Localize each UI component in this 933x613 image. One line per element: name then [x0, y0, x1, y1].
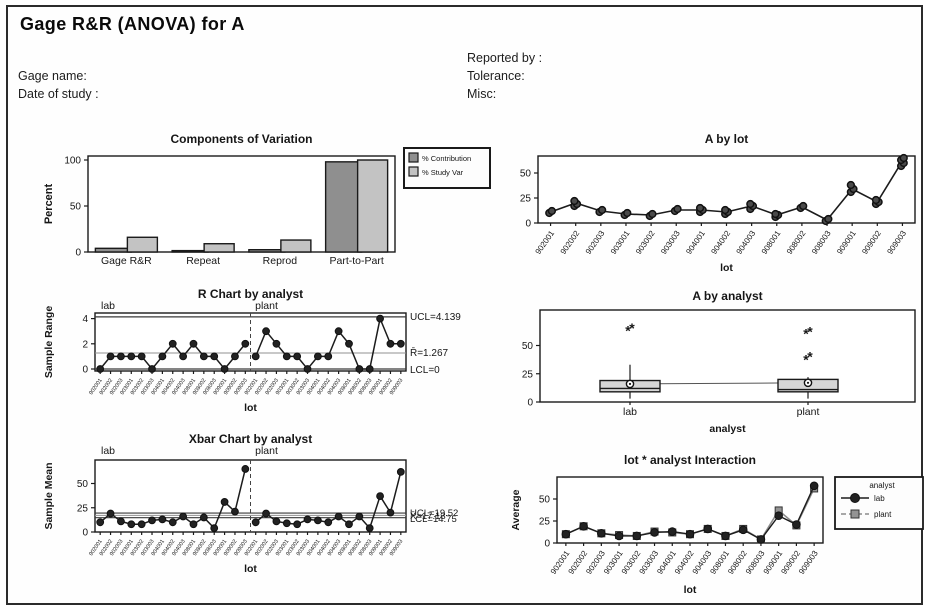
- svg-text:analyst: analyst: [709, 423, 746, 435]
- svg-text:50: 50: [77, 479, 89, 490]
- svg-text:lot * analyst Interaction: lot * analyst Interaction: [624, 453, 756, 467]
- svg-text:Sample Range: Sample Range: [43, 306, 55, 379]
- svg-text:0: 0: [525, 219, 531, 230]
- svg-text:50: 50: [522, 341, 534, 352]
- svg-text:lab: lab: [101, 300, 115, 312]
- svg-text:plant: plant: [874, 510, 892, 519]
- svg-text:plant: plant: [797, 406, 820, 418]
- svg-text:Components of Variation: Components of Variation: [170, 132, 312, 146]
- svg-text:909002: 909002: [860, 229, 883, 256]
- svg-text:Gage R&R: Gage R&R: [101, 255, 152, 267]
- svg-text:904001: 904001: [684, 229, 707, 256]
- svg-text:*: *: [807, 323, 813, 339]
- svg-text:Part-to-Part: Part-to-Part: [329, 255, 383, 267]
- svg-text:909003: 909003: [797, 549, 820, 576]
- svg-text:plant: plant: [255, 445, 278, 457]
- svg-text:903001: 903001: [609, 229, 632, 256]
- svg-text:0: 0: [527, 398, 533, 409]
- svg-text:A by lot: A by lot: [705, 132, 749, 146]
- svg-text:0: 0: [82, 365, 88, 376]
- svg-text:908003: 908003: [810, 229, 833, 256]
- svg-text:903002: 903002: [634, 229, 657, 256]
- gage-name-label: Gage name:: [18, 69, 87, 83]
- svg-text:903003: 903003: [659, 229, 682, 256]
- components-of-variation-chart: Components of Variation 0 50 100 Percent Gage…: [43, 132, 491, 267]
- svg-text:LCL=14.75: LCL=14.75: [410, 514, 457, 525]
- svg-text:*: *: [625, 322, 631, 338]
- svg-text:lab: lab: [874, 494, 885, 503]
- svg-text:R̄=1.267: R̄=1.267: [410, 346, 449, 359]
- svg-text:X̄=17.13: X̄=17.13: [410, 511, 446, 522]
- svg-text:analyst: analyst: [869, 481, 895, 490]
- svg-text:*: *: [803, 326, 809, 342]
- svg-text:UCL=4.139: UCL=4.139: [410, 312, 461, 323]
- svg-text:25: 25: [77, 503, 89, 514]
- svg-text:100: 100: [64, 156, 81, 167]
- svg-text:lot: lot: [244, 563, 257, 575]
- svg-text:Xbar Chart by analyst: Xbar Chart by analyst: [189, 432, 312, 446]
- svg-text:plant: plant: [255, 300, 278, 312]
- svg-text:% Contribution: % Contribution: [422, 154, 471, 163]
- svg-text:25: 25: [539, 517, 551, 528]
- svg-text:lot: lot: [684, 584, 697, 596]
- svg-text:50: 50: [539, 495, 551, 506]
- svg-text:UCL=19.52: UCL=19.52: [410, 508, 458, 519]
- svg-text:25: 25: [520, 194, 532, 205]
- svg-text:25: 25: [522, 369, 534, 380]
- svg-text:Reprod: Reprod: [263, 255, 298, 267]
- page-title: Gage R&R (ANOVA) for A: [20, 14, 245, 34]
- svg-text:Sample Mean: Sample Mean: [43, 462, 55, 529]
- svg-text:902001: 902001: [534, 229, 557, 256]
- svg-text:A by analyst: A by analyst: [692, 289, 762, 303]
- xbar-chart-by-analyst: Xbar Chart by analyst lab plant 0 25 50 Sample…: [43, 432, 458, 575]
- svg-text:0: 0: [75, 248, 81, 259]
- svg-text:lot: lot: [244, 402, 257, 414]
- svg-text:904003: 904003: [735, 229, 758, 256]
- svg-text:lab: lab: [101, 445, 115, 457]
- svg-text:908001: 908001: [760, 229, 783, 256]
- svg-text:0: 0: [544, 539, 550, 550]
- svg-text:R Chart by analyst: R Chart by analyst: [198, 287, 303, 301]
- svg-text:902002: 902002: [559, 229, 582, 256]
- misc-label: Misc:: [467, 87, 497, 101]
- svg-text:*: *: [629, 320, 635, 336]
- svg-text:50: 50: [520, 169, 532, 180]
- svg-text:909003: 909003: [885, 229, 908, 256]
- svg-text:909001: 909001: [835, 229, 858, 256]
- svg-text:4: 4: [82, 314, 88, 325]
- svg-text:Repeat: Repeat: [186, 255, 220, 267]
- tolerance-label: Tolerance:: [467, 69, 525, 83]
- r-chart-by-analyst: R Chart by analyst lab plant 0 2 4 Sample Rang…: [43, 287, 461, 414]
- svg-text:Average: Average: [510, 489, 522, 530]
- svg-text:902003: 902003: [584, 229, 607, 256]
- svg-text:lab: lab: [623, 406, 637, 418]
- svg-text:*: *: [803, 352, 809, 368]
- lot-analyst-interaction-chart: lot * analyst Interaction02550Average902…: [510, 453, 924, 596]
- svg-text:50: 50: [70, 202, 82, 213]
- svg-text:2: 2: [82, 339, 88, 350]
- svg-text:904002: 904002: [709, 229, 732, 256]
- reported-by-label: Reported by :: [467, 51, 543, 65]
- svg-text:0: 0: [82, 528, 88, 539]
- svg-text:lot: lot: [720, 262, 733, 274]
- svg-text:908002: 908002: [785, 229, 808, 256]
- date-of-study-label: Date of study :: [18, 87, 99, 101]
- svg-text:% Study Var: % Study Var: [422, 168, 464, 177]
- svg-text:*: *: [807, 348, 813, 364]
- svg-text:LCL=0: LCL=0: [410, 365, 440, 376]
- svg-text:Percent: Percent: [43, 183, 55, 224]
